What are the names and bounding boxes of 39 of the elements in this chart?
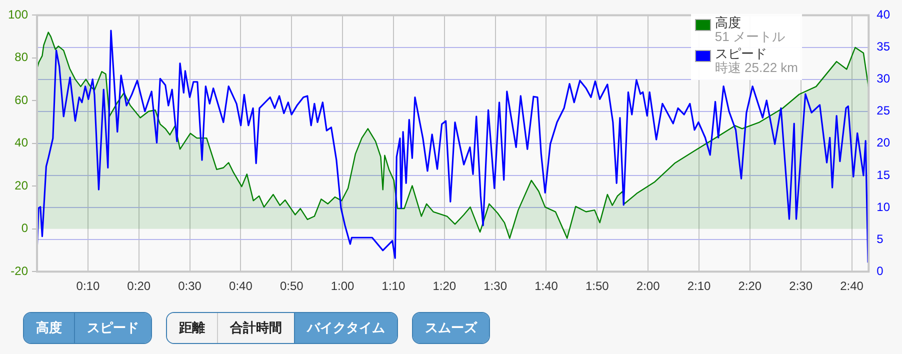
x-tick-label: 1:20	[432, 279, 456, 294]
x-tick-label: 1:00	[330, 279, 355, 294]
button-group: スムーズ	[412, 312, 490, 344]
annotation: 51 メートル	[714, 29, 785, 44]
y-tick-label: -20	[10, 264, 28, 278]
y2-tick-label: 15	[876, 168, 890, 182]
y2-tick-label: 35	[876, 40, 890, 54]
x-tick-label: 0:30	[178, 279, 202, 294]
x-tick-label: 1:50	[585, 279, 610, 294]
y-tick-label: 80	[14, 50, 28, 64]
y2-tick-label: 40	[876, 8, 890, 22]
x-tick-label: 0:10	[76, 279, 100, 294]
y-tick-label: 20	[14, 178, 28, 192]
x-tick-label: 0:20	[127, 279, 151, 294]
x-tick-label: 1:40	[534, 279, 558, 294]
annotation: 時速 25.22 km	[714, 60, 798, 75]
button-group: 距離 合計時間 バイクタイム	[166, 312, 398, 344]
x-tick-label: 1:10	[382, 279, 406, 294]
button-group: 高度 スピード	[23, 312, 152, 344]
x-tick-label: 2:40	[840, 279, 864, 294]
legend-label: 高度	[714, 15, 742, 30]
x-tick-label: 2:10	[687, 279, 711, 294]
y2-tick-label: 30	[876, 72, 890, 86]
x-tick-label: 0:50	[280, 279, 304, 294]
y2-tick-label: 10	[876, 200, 890, 214]
legend-label: スピード	[714, 46, 768, 61]
y-tick-label: 40	[14, 136, 28, 150]
y2-tick-label: 20	[876, 136, 890, 150]
x-tick-label: 1:30	[484, 279, 508, 294]
y-tick-label: 0	[21, 221, 28, 236]
x-tick-label: 2:20	[738, 279, 762, 294]
x-tick-label: 2:00	[636, 279, 660, 294]
y2-tick-label: 25	[876, 104, 890, 118]
x-tick-label: 2:30	[789, 279, 813, 294]
x-tick-label: 0:40	[229, 279, 253, 294]
y-tick-label: 100	[8, 8, 28, 22]
y2-tick-label: 0	[876, 264, 884, 278]
y2-tick-label: 5	[876, 232, 884, 246]
y-tick-label: 60	[14, 92, 28, 107]
